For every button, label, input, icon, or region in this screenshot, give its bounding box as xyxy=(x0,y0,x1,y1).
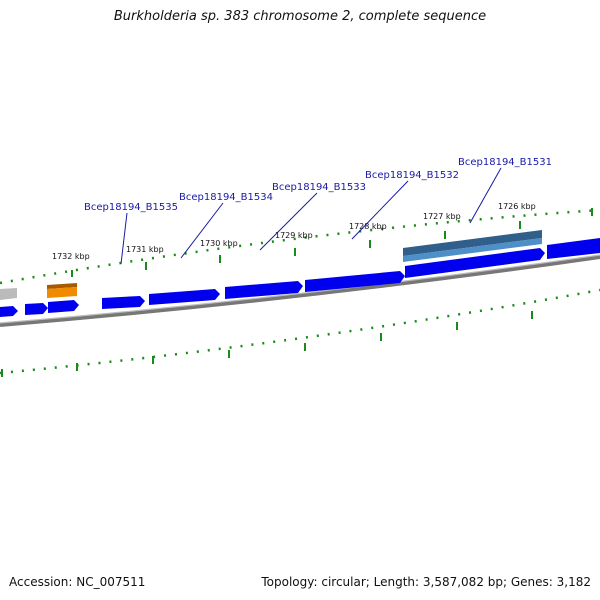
gene-label[interactable]: Bcep18194_B1534 xyxy=(179,192,273,203)
cds-features xyxy=(0,238,600,317)
cds-arrow[interactable] xyxy=(305,271,405,292)
outer-major-ticks xyxy=(71,208,593,277)
cds-arrow[interactable] xyxy=(149,289,220,305)
gene-label-leaders xyxy=(120,167,502,265)
cds-arrow[interactable] xyxy=(102,296,145,309)
genome-summary-label: Topology: circular; Length: 3,587,082 bp… xyxy=(261,575,591,589)
highlighted-gene-feature[interactable] xyxy=(403,230,542,262)
gene-labels: Bcep18194_B1535 Bcep18194_B1534 Bcep1819… xyxy=(84,157,552,213)
inner-major-ticks xyxy=(1,311,533,377)
map-title: Burkholderia sp. 383 chromosome 2, compl… xyxy=(113,9,487,24)
gene-label[interactable]: Bcep18194_B1533 xyxy=(272,182,366,193)
kbp-label: 1728 kbp xyxy=(349,222,387,231)
cds-arrow[interactable] xyxy=(0,306,18,317)
chromosome-backbone xyxy=(0,254,600,327)
kbp-label: 1726 kbp xyxy=(498,202,536,211)
inner-tick-ruler xyxy=(0,288,600,375)
orange-feature[interactable] xyxy=(47,283,77,298)
cds-arrow[interactable] xyxy=(547,238,600,259)
kbp-label: 1730 kbp xyxy=(200,239,238,248)
kbp-label: 1727 kbp xyxy=(423,212,461,221)
gene-label[interactable]: Bcep18194_B1531 xyxy=(458,157,552,168)
kbp-label: 1731 kbp xyxy=(126,245,164,254)
kbp-scale-labels: 1732 kbp 1731 kbp 1730 kbp 1729 kbp 1728… xyxy=(52,202,536,261)
cds-arrow[interactable] xyxy=(48,300,79,313)
cds-arrow[interactable] xyxy=(405,248,545,278)
gene-label[interactable]: Bcep18194_B1532 xyxy=(365,170,459,181)
gray-feature[interactable] xyxy=(0,288,17,300)
kbp-label: 1729 kbp xyxy=(275,231,313,240)
kbp-label: 1732 kbp xyxy=(52,252,90,261)
cds-arrow[interactable] xyxy=(225,281,303,299)
cds-arrow[interactable] xyxy=(25,303,48,315)
gene-label[interactable]: Bcep18194_B1535 xyxy=(84,202,178,213)
accession-label: Accession: NC_007511 xyxy=(9,575,146,589)
